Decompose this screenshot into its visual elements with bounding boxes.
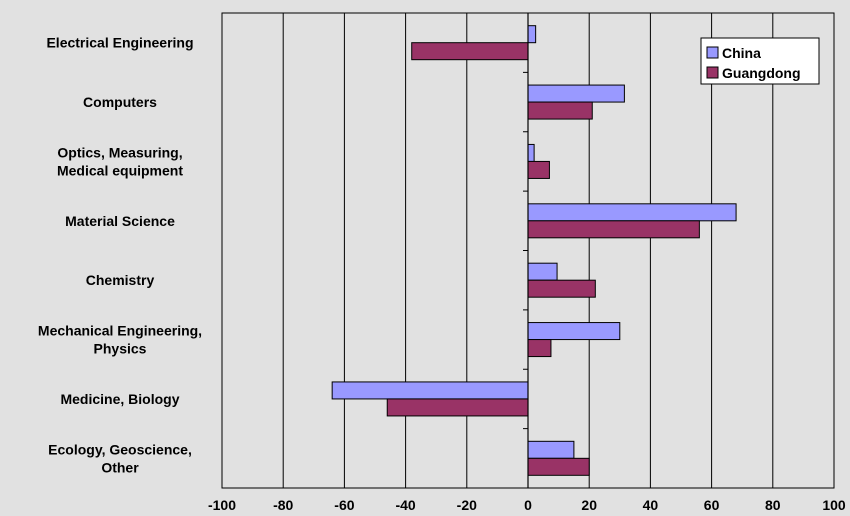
x-tick-label: -80 [273, 497, 293, 513]
bar-china-7 [527, 440, 575, 459]
category-label-line: Physics [94, 341, 147, 357]
category-label-line: Ecology, Geoscience, [48, 441, 192, 457]
category-label: Material Science [65, 213, 175, 229]
bar-guangdong-6 [386, 398, 529, 417]
x-tick-label: -20 [457, 497, 477, 513]
legend: China Guangdong [700, 37, 820, 85]
x-tick-label: 100 [822, 497, 846, 513]
x-tick-label: -40 [395, 497, 415, 513]
category-label-line: Other [101, 459, 139, 475]
category-label-line: Material Science [65, 213, 175, 229]
legend-swatch-guangdong [706, 66, 719, 79]
x-tick-label: 40 [643, 497, 659, 513]
x-tick-label: 0 [524, 497, 532, 513]
x-tick-labels: -100 -80 -60 -40 -20 0 20 40 60 80 100 [208, 497, 846, 513]
x-tick-label: -60 [334, 497, 354, 513]
category-label-line: Electrical Engineering [46, 35, 193, 51]
legend-label-guangdong: Guangdong [722, 65, 801, 81]
bar-china-4 [527, 262, 558, 281]
category-label-line: Medicine, Biology [60, 391, 179, 407]
bar-china-0 [527, 25, 537, 44]
category-label-line: Chemistry [86, 272, 155, 288]
x-tick-label: 80 [765, 497, 781, 513]
bars [331, 25, 737, 476]
value-axis [523, 12, 529, 489]
bar-guangdong-0 [411, 42, 529, 61]
category-label-line: Mechanical Engineering, [38, 323, 202, 339]
bar-china-1 [527, 84, 625, 103]
bar-china-5 [527, 322, 621, 341]
x-tick-label: 20 [581, 497, 597, 513]
category-label: Electrical Engineering [46, 35, 193, 51]
bar-guangdong-3 [527, 220, 700, 239]
category-label: Optics, Measuring, Medical equipment [57, 144, 183, 178]
bar-china-3 [527, 203, 737, 222]
category-label-line: Computers [83, 94, 157, 110]
bar-china-6 [331, 381, 529, 400]
legend-swatch-china [706, 46, 719, 59]
legend-box [700, 37, 820, 85]
category-label: Mechanical Engineering, Physics [38, 323, 202, 357]
bar-guangdong-2 [527, 160, 550, 179]
bar-guangdong-7 [527, 457, 590, 476]
legend-label-china: China [722, 45, 761, 61]
category-label: Chemistry [86, 272, 155, 288]
bar-china-2 [527, 143, 535, 162]
category-label: Medicine, Biology [60, 391, 179, 407]
category-label: Computers [83, 94, 157, 110]
category-label: Ecology, Geoscience, Other [48, 441, 192, 475]
category-label-line: Medical equipment [57, 162, 183, 178]
category-labels: Electrical Engineering Computers Optics, M… [38, 35, 202, 476]
bar-guangdong-5 [527, 339, 552, 358]
category-label-line: Optics, Measuring, [57, 144, 182, 160]
x-tick-label: -100 [208, 497, 236, 513]
bar-guangdong-1 [527, 101, 593, 120]
x-tick-label: 60 [704, 497, 720, 513]
bar-guangdong-4 [527, 279, 596, 298]
